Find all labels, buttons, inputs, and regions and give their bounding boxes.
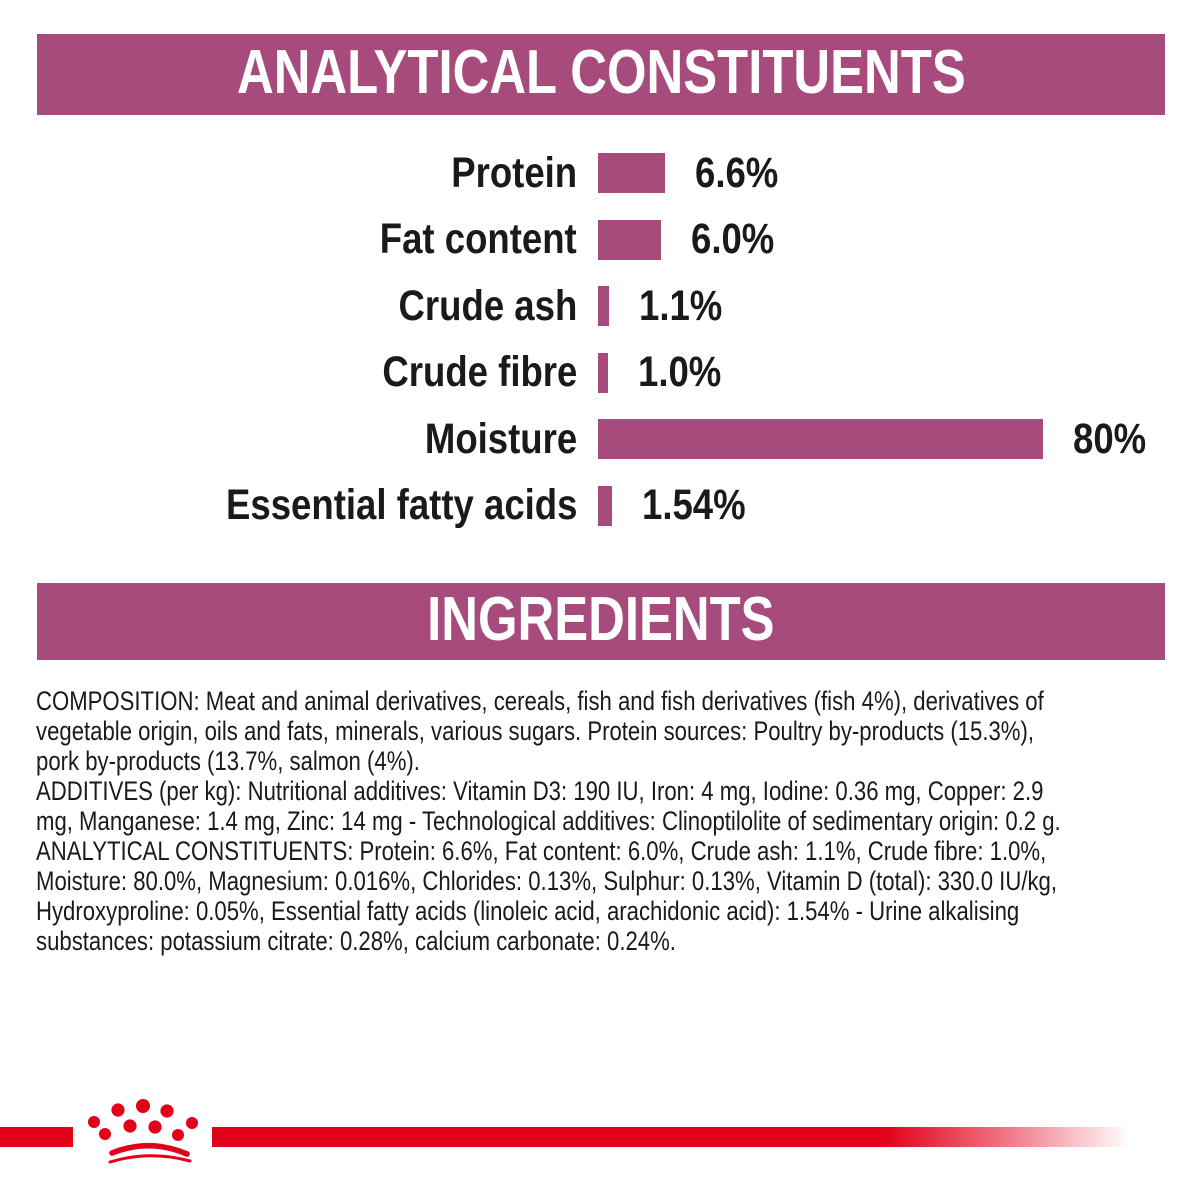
ingredients-line: ANALYTICAL CONSTITUENTS: Protein: 6.6%, … — [36, 836, 1047, 866]
ingredients-title: INGREDIENTS — [427, 585, 775, 654]
brand-stripe-left — [0, 1127, 73, 1147]
chart-category-label: Crude fibre — [382, 348, 577, 397]
chart-row: Moisture 80% — [36, 406, 1196, 473]
chart-row: Fat content 6.0% — [36, 207, 1196, 274]
chart-row: Crude ash 1.1% — [36, 273, 1196, 340]
chart-value-label: 1.1% — [639, 281, 723, 330]
ingredients-banner: INGREDIENTS — [37, 583, 1165, 660]
chart-bar — [598, 153, 665, 194]
analytical-constituents-banner: ANALYTICAL CONSTITUENTS — [37, 34, 1165, 115]
chart-value-label: 1.54% — [642, 481, 746, 530]
chart-category-label: Fat content — [380, 215, 577, 264]
chart-category-label: Crude ash — [398, 281, 577, 330]
chart-row: Protein 6.6% — [36, 140, 1196, 207]
ingredients-line: Moisture: 80.0%, Magnesium: 0.016%, Chlo… — [36, 866, 1058, 896]
ingredients-line: mg, Manganese: 1.4 mg, Zinc: 14 mg - Tec… — [36, 806, 1061, 836]
ingredients-line: Hydroxyproline: 0.05%, Essential fatty a… — [36, 896, 1020, 926]
chart-bar — [598, 219, 661, 260]
ingredients-line: COMPOSITION: Meat and animal derivatives… — [36, 686, 1044, 716]
ingredients-line: substances: potassium citrate: 0.28%, ca… — [36, 926, 676, 956]
chart-category-label: Protein — [451, 148, 577, 197]
chart-value-label: 80% — [1073, 414, 1147, 463]
chart-bar — [598, 485, 612, 526]
ingredients-line: ADDITIVES (per kg): Nutritional additive… — [36, 776, 1044, 806]
ingredients-line: pork by-products (13.7%, salmon (4%). — [36, 746, 420, 776]
chart-value-label: 1.0% — [638, 348, 722, 397]
analytical-constituents-chart: Protein 6.6% Fat content 6.0% Crude ash … — [36, 140, 1196, 539]
analytical-constituents-title: ANALYTICAL CONSTITUENTS — [236, 38, 966, 107]
chart-category-label: Moisture — [424, 414, 577, 463]
chart-bar — [598, 286, 609, 327]
chart-row: Crude fibre 1.0% — [36, 340, 1196, 407]
chart-bar — [598, 352, 608, 393]
chart-value-label: 6.6% — [695, 148, 779, 197]
brand-stripe-right — [212, 1127, 1200, 1147]
chart-row: Essential fatty acids 1.54% — [36, 473, 1196, 540]
ingredients-body-text: COMPOSITION: Meat and animal derivatives… — [36, 686, 1164, 956]
chart-bar — [598, 419, 1043, 460]
ingredients-line: vegetable origin, oils and fats, mineral… — [36, 716, 1035, 746]
chart-category-label: Essential fatty acids — [225, 481, 577, 530]
royal-canin-crown-icon — [88, 1099, 198, 1164]
chart-value-label: 6.0% — [691, 215, 775, 264]
